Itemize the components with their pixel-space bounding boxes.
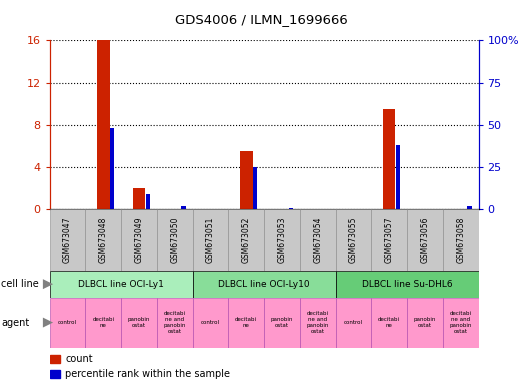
Text: cell line: cell line bbox=[1, 279, 39, 289]
Text: GSM673054: GSM673054 bbox=[313, 217, 322, 263]
Bar bbox=[253, 167, 257, 209]
Text: decitabi
ne and
panobin
ostat: decitabi ne and panobin ostat bbox=[306, 311, 329, 334]
Text: GSM673056: GSM673056 bbox=[420, 217, 429, 263]
Bar bbox=[289, 208, 293, 209]
Bar bbox=[121, 209, 157, 271]
Polygon shape bbox=[43, 318, 53, 328]
Text: GSM673053: GSM673053 bbox=[278, 217, 287, 263]
Text: decitabi
ne: decitabi ne bbox=[378, 317, 400, 328]
Bar bbox=[50, 271, 192, 298]
Text: GSM673047: GSM673047 bbox=[63, 217, 72, 263]
Bar bbox=[192, 209, 229, 271]
Text: GSM673058: GSM673058 bbox=[456, 217, 465, 263]
Text: decitabi
ne and
panobin
ostat: decitabi ne and panobin ostat bbox=[164, 311, 186, 334]
Bar bbox=[229, 209, 264, 271]
Bar bbox=[407, 209, 443, 271]
Bar bbox=[371, 209, 407, 271]
Bar bbox=[407, 298, 443, 348]
Bar bbox=[443, 298, 479, 348]
Text: count: count bbox=[65, 354, 93, 364]
Text: percentile rank within the sample: percentile rank within the sample bbox=[65, 369, 230, 379]
Bar bbox=[133, 188, 145, 209]
Bar bbox=[396, 145, 400, 209]
Bar bbox=[336, 298, 371, 348]
Bar bbox=[336, 209, 371, 271]
Bar bbox=[229, 298, 264, 348]
Bar bbox=[264, 209, 300, 271]
Bar bbox=[157, 209, 192, 271]
Text: GSM673049: GSM673049 bbox=[134, 217, 143, 263]
Text: control: control bbox=[201, 320, 220, 325]
Bar bbox=[192, 298, 229, 348]
Text: GSM673057: GSM673057 bbox=[385, 217, 394, 263]
Bar bbox=[121, 298, 157, 348]
Text: GSM673050: GSM673050 bbox=[170, 217, 179, 263]
Bar bbox=[97, 40, 109, 209]
Text: panobin
ostat: panobin ostat bbox=[271, 317, 293, 328]
Bar bbox=[371, 298, 407, 348]
Bar bbox=[467, 206, 472, 209]
Bar bbox=[383, 109, 395, 209]
Text: GDS4006 / ILMN_1699666: GDS4006 / ILMN_1699666 bbox=[175, 13, 348, 26]
Text: decitabi
ne and
panobin
ostat: decitabi ne and panobin ostat bbox=[449, 311, 472, 334]
Bar bbox=[157, 298, 192, 348]
Text: panobin
ostat: panobin ostat bbox=[128, 317, 150, 328]
Text: GSM673051: GSM673051 bbox=[206, 217, 215, 263]
Bar bbox=[85, 298, 121, 348]
Text: GSM673055: GSM673055 bbox=[349, 217, 358, 263]
Text: DLBCL line Su-DHL6: DLBCL line Su-DHL6 bbox=[362, 280, 452, 289]
Text: decitabi
ne: decitabi ne bbox=[92, 317, 115, 328]
Bar bbox=[300, 209, 336, 271]
Text: GSM673052: GSM673052 bbox=[242, 217, 251, 263]
Bar bbox=[110, 128, 114, 209]
Text: GSM673048: GSM673048 bbox=[99, 217, 108, 263]
Text: agent: agent bbox=[1, 318, 29, 328]
Bar bbox=[50, 356, 60, 363]
Bar bbox=[300, 298, 336, 348]
Bar bbox=[336, 271, 479, 298]
Bar bbox=[50, 370, 60, 378]
Text: DLBCL line OCI-Ly10: DLBCL line OCI-Ly10 bbox=[218, 280, 310, 289]
Text: control: control bbox=[344, 320, 363, 325]
Polygon shape bbox=[43, 279, 53, 289]
Bar bbox=[50, 298, 85, 348]
Text: DLBCL line OCI-Ly1: DLBCL line OCI-Ly1 bbox=[78, 280, 164, 289]
Bar bbox=[240, 151, 253, 209]
Bar bbox=[264, 298, 300, 348]
Bar bbox=[50, 209, 85, 271]
Text: decitabi
ne: decitabi ne bbox=[235, 317, 257, 328]
Bar bbox=[192, 271, 336, 298]
Text: panobin
ostat: panobin ostat bbox=[414, 317, 436, 328]
Bar bbox=[145, 194, 150, 209]
Bar bbox=[443, 209, 479, 271]
Bar bbox=[85, 209, 121, 271]
Text: control: control bbox=[58, 320, 77, 325]
Bar bbox=[181, 206, 186, 209]
